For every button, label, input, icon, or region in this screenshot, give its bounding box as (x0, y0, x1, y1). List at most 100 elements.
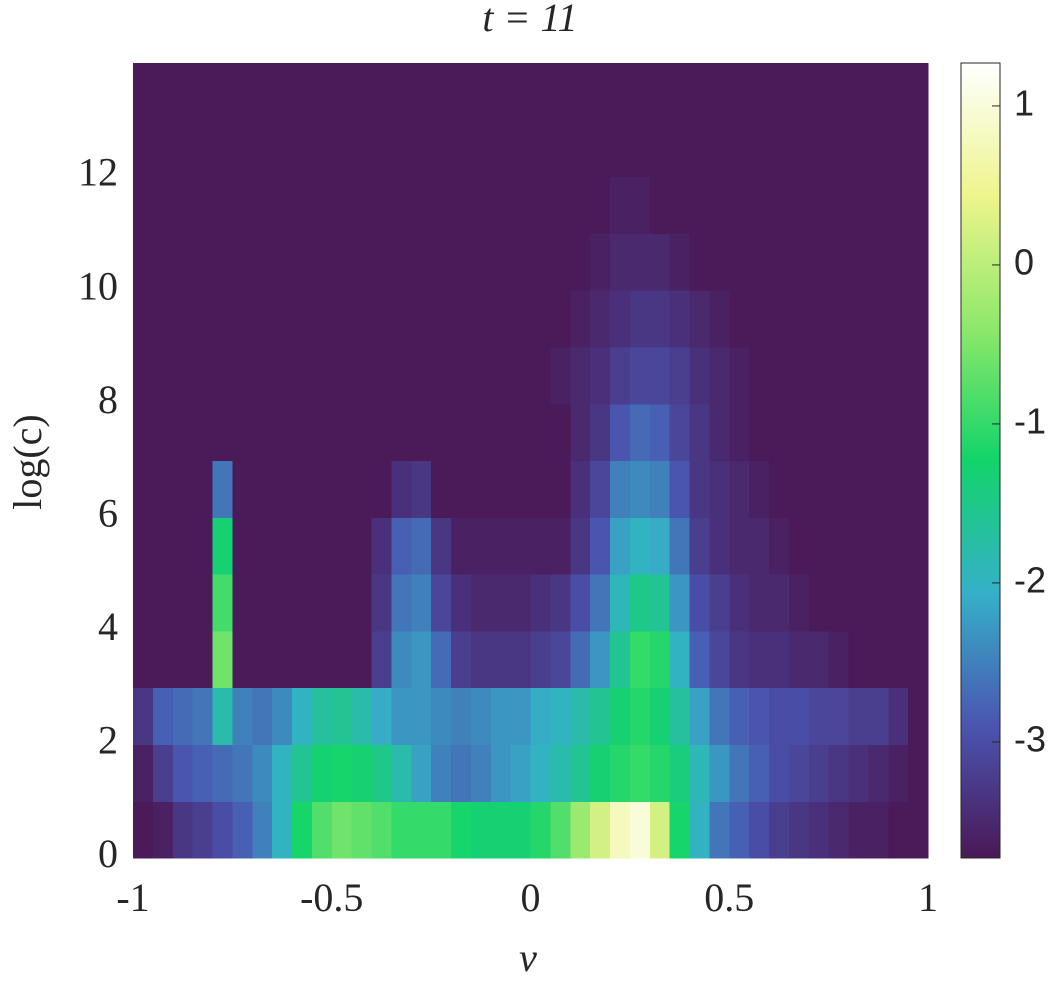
heatmap-cell (172, 630, 194, 689)
heatmap-cell (769, 630, 790, 689)
heatmap-cell (431, 630, 452, 689)
heatmap-cell (868, 517, 889, 575)
heatmap-cell (888, 63, 909, 121)
heatmap-cell (311, 290, 333, 348)
heatmap-cell (451, 744, 472, 802)
heatmap-cell (431, 176, 452, 234)
heatmap-cell (888, 233, 909, 291)
heatmap-cell (669, 460, 691, 518)
heatmap-cell (749, 63, 770, 121)
heatmap-cell (729, 744, 750, 802)
heatmap-cell (470, 346, 492, 405)
heatmap-cell (212, 517, 233, 575)
heatmap-cell (610, 63, 631, 121)
heatmap-cell (212, 687, 233, 746)
heatmap-cell (828, 346, 850, 405)
heatmap-cell (709, 63, 730, 121)
heatmap-cell (848, 233, 869, 291)
x-tick-label: 0 (521, 875, 541, 920)
heatmap-cell (550, 574, 571, 632)
heatmap-cell (570, 460, 591, 518)
heatmap-cell (252, 517, 273, 575)
heatmap-cell (331, 346, 353, 405)
heatmap-cell (848, 63, 869, 121)
heatmap-cell (808, 744, 830, 802)
heatmap-cell (152, 744, 174, 802)
heatmap-cell (371, 346, 392, 405)
heatmap-cell (788, 233, 810, 291)
heatmap-cell (411, 403, 432, 462)
heatmap-cell (510, 630, 532, 689)
heatmap-cell (530, 460, 551, 518)
heatmap-cell (431, 801, 452, 859)
heatmap-cell (292, 63, 313, 121)
heatmap-cell (689, 346, 710, 405)
heatmap-cell (610, 346, 631, 405)
heatmap-cell (570, 63, 591, 121)
heatmap-cell (888, 346, 909, 405)
heatmap-cell (371, 517, 392, 575)
heatmap-cell (848, 630, 869, 689)
heatmap-cell (709, 517, 730, 575)
heatmap-cell (331, 290, 353, 348)
y-tick-label: 2 (98, 718, 118, 763)
heatmap-cell (788, 630, 810, 689)
heatmap-cell (252, 801, 273, 859)
heatmap-cell (689, 119, 710, 178)
heatmap-cell (610, 687, 631, 746)
heatmap-cell (371, 687, 392, 746)
heatmap-cell (331, 574, 353, 632)
heatmap-cell (590, 176, 611, 234)
heatmap-cell (172, 290, 194, 348)
heatmap-cell (868, 574, 889, 632)
heatmap-cell (868, 176, 889, 234)
heatmap-cell (391, 290, 412, 348)
heatmap-cell (232, 460, 253, 518)
heatmap-cell (888, 687, 909, 746)
heatmap-cell (848, 176, 869, 234)
heatmap-cell (530, 63, 551, 121)
heatmap-cell (808, 574, 830, 632)
heatmap-cell (331, 63, 353, 121)
heatmap-cell (808, 517, 830, 575)
heatmap-cell (629, 290, 651, 348)
heatmap-cell (570, 517, 591, 575)
heatmap-cell (252, 574, 273, 632)
heatmap-cell (232, 687, 253, 746)
heatmap-cell (530, 687, 551, 746)
heatmap-cell (828, 517, 850, 575)
heatmap-cell (371, 630, 392, 689)
heatmap-cell (212, 403, 233, 462)
heatmap-cell (828, 744, 850, 802)
heatmap-cell (311, 119, 333, 178)
heatmap-cell (331, 801, 353, 859)
heatmap-cell (610, 744, 631, 802)
heatmap-cell (272, 630, 293, 689)
heatmap-cell (868, 460, 889, 518)
heatmap-cell (649, 176, 671, 234)
heatmap-cell (729, 233, 750, 291)
heatmap-cell (729, 290, 750, 348)
heatmap-cell (351, 290, 373, 348)
heatmap-cell (709, 574, 730, 632)
heatmap-cell (272, 801, 293, 859)
heatmap-cell (590, 687, 611, 746)
heatmap-cell (232, 346, 253, 405)
colorbar-tick-label: 0 (1014, 241, 1034, 282)
heatmap-cell (749, 574, 770, 632)
heatmap-cell (490, 290, 512, 348)
heatmap-cell (411, 801, 432, 859)
heatmap-cell (133, 346, 154, 405)
heatmap-cell (788, 574, 810, 632)
heatmap-cell (292, 176, 313, 234)
heatmap-cell (371, 290, 392, 348)
heatmap-cell (470, 63, 492, 121)
heatmap-cell (888, 119, 909, 178)
heatmap-cell (629, 460, 651, 518)
heatmap-cell (391, 403, 412, 462)
heatmap-cell (888, 460, 909, 518)
heatmap-cell (570, 290, 591, 348)
heatmap-cell (610, 630, 631, 689)
heatmap-cell (252, 403, 273, 462)
heatmap-cell (769, 460, 790, 518)
